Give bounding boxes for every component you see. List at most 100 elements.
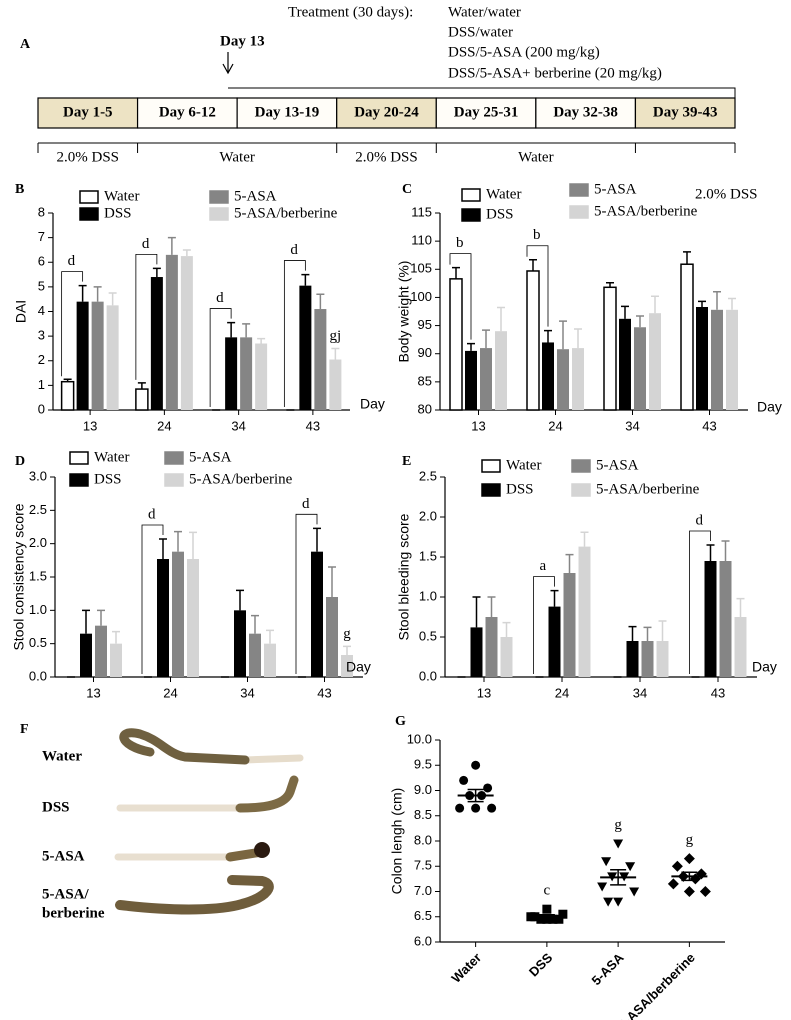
error-bar <box>713 291 721 310</box>
y-tick-label: 8.5 <box>414 807 432 822</box>
x-tick-label: 13 <box>83 418 97 433</box>
annotation: g <box>686 832 694 848</box>
bar <box>187 559 199 677</box>
y-tick-label: 8 <box>38 204 45 219</box>
bar <box>106 305 119 410</box>
x-tick-label: 24 <box>157 418 171 433</box>
period-box <box>236 97 338 129</box>
y-tick-label: 80 <box>418 401 432 416</box>
legend-swatch <box>571 483 591 497</box>
y-tick-label: 4 <box>38 303 45 318</box>
x-tick-label: 13 <box>86 685 100 700</box>
x-tick-label: 24 <box>163 685 177 700</box>
legend-label: DSS <box>104 205 132 221</box>
error-bar <box>651 295 659 314</box>
y-tick-label: 0.0 <box>419 668 437 683</box>
bar <box>240 337 253 410</box>
error-bar <box>580 531 589 547</box>
error-bar <box>683 251 691 265</box>
legend-label: 5-ASA/berberine <box>596 481 700 497</box>
legend-swatch <box>461 208 481 222</box>
x-tick-label: 43 <box>317 685 331 700</box>
x-tick-label: 34 <box>231 418 245 433</box>
error-bar <box>550 589 559 607</box>
error-bar <box>182 249 191 257</box>
x-axis-title: Day <box>757 399 782 415</box>
bar <box>719 561 732 677</box>
legend-swatch <box>69 473 89 487</box>
legend-note: 2.0% DSS <box>695 186 758 202</box>
annotation: d <box>142 236 150 252</box>
bracket <box>141 524 164 674</box>
treatment-group: DSS/water <box>448 24 513 40</box>
error-bar <box>174 530 182 552</box>
y-tick-label: 2.5 <box>29 502 47 517</box>
error-bar <box>544 329 552 343</box>
error-bar <box>257 337 266 344</box>
y-axis-title: Colon lengh (cm) <box>389 788 405 895</box>
error-bar <box>159 538 167 559</box>
panel-letter: D <box>15 454 25 469</box>
error-bar <box>482 329 490 349</box>
legend-label: DSS <box>94 471 122 487</box>
bar <box>656 641 669 677</box>
bracket <box>209 308 232 407</box>
panel-letter: A <box>20 37 31 52</box>
legend-swatch <box>569 205 589 219</box>
period-box <box>435 97 537 129</box>
x-axis-title: Day <box>346 659 371 675</box>
error-bar <box>698 300 706 307</box>
annotation: d <box>696 512 704 528</box>
error-bar <box>97 609 105 626</box>
legend-swatch <box>164 451 184 465</box>
error-bar <box>331 347 340 360</box>
bar <box>135 388 149 411</box>
bar <box>734 617 747 677</box>
bar <box>495 331 507 410</box>
x-tick-label: 13 <box>477 685 491 700</box>
period-label: Day 25-31 <box>454 104 519 120</box>
x-tick-label: 43 <box>702 418 716 433</box>
sem-bar <box>467 788 484 803</box>
legend-swatch <box>69 451 89 465</box>
period-label: Day 20-24 <box>354 104 419 120</box>
period-box <box>37 97 139 129</box>
photo-label: 5-ASA <box>42 848 85 864</box>
colon <box>119 728 250 765</box>
bar <box>95 625 107 677</box>
bar <box>649 313 661 410</box>
colon <box>235 775 299 813</box>
error-bar <box>467 342 475 351</box>
y-tick-label: 0 <box>38 401 45 416</box>
bracket <box>526 245 549 327</box>
bar <box>704 561 717 677</box>
point <box>613 897 624 907</box>
bar <box>500 637 513 677</box>
error-bar <box>574 328 582 349</box>
legend-label: 5-ASA/berberine <box>234 205 338 221</box>
bar <box>641 641 654 677</box>
bar <box>249 633 261 677</box>
legend-label: 5-ASA/berberine <box>189 471 293 487</box>
point <box>613 839 624 849</box>
y-tick-label: 115 <box>411 204 432 219</box>
annotation: d <box>302 496 310 512</box>
error-bar <box>452 266 460 279</box>
legend-swatch <box>79 190 99 204</box>
point <box>601 857 612 867</box>
error-bar <box>189 531 197 559</box>
error-bar <box>301 273 310 286</box>
y-tick-label: 7 <box>38 229 45 244</box>
y-tick-label: 9.5 <box>414 757 432 772</box>
x-tick-label: 24 <box>555 685 569 700</box>
sem-bar <box>538 913 555 920</box>
y-tick-label: 0.0 <box>29 668 47 683</box>
bracket <box>689 530 711 674</box>
annotation: d <box>290 242 298 258</box>
x-tick-label: 34 <box>240 685 254 700</box>
y-tick-label: 110 <box>411 233 432 248</box>
x-tick-label: 5-ASA/berberine <box>615 950 698 1020</box>
error-bar <box>227 321 236 338</box>
x-tick-label: 43 <box>711 685 725 700</box>
bar <box>150 277 163 410</box>
